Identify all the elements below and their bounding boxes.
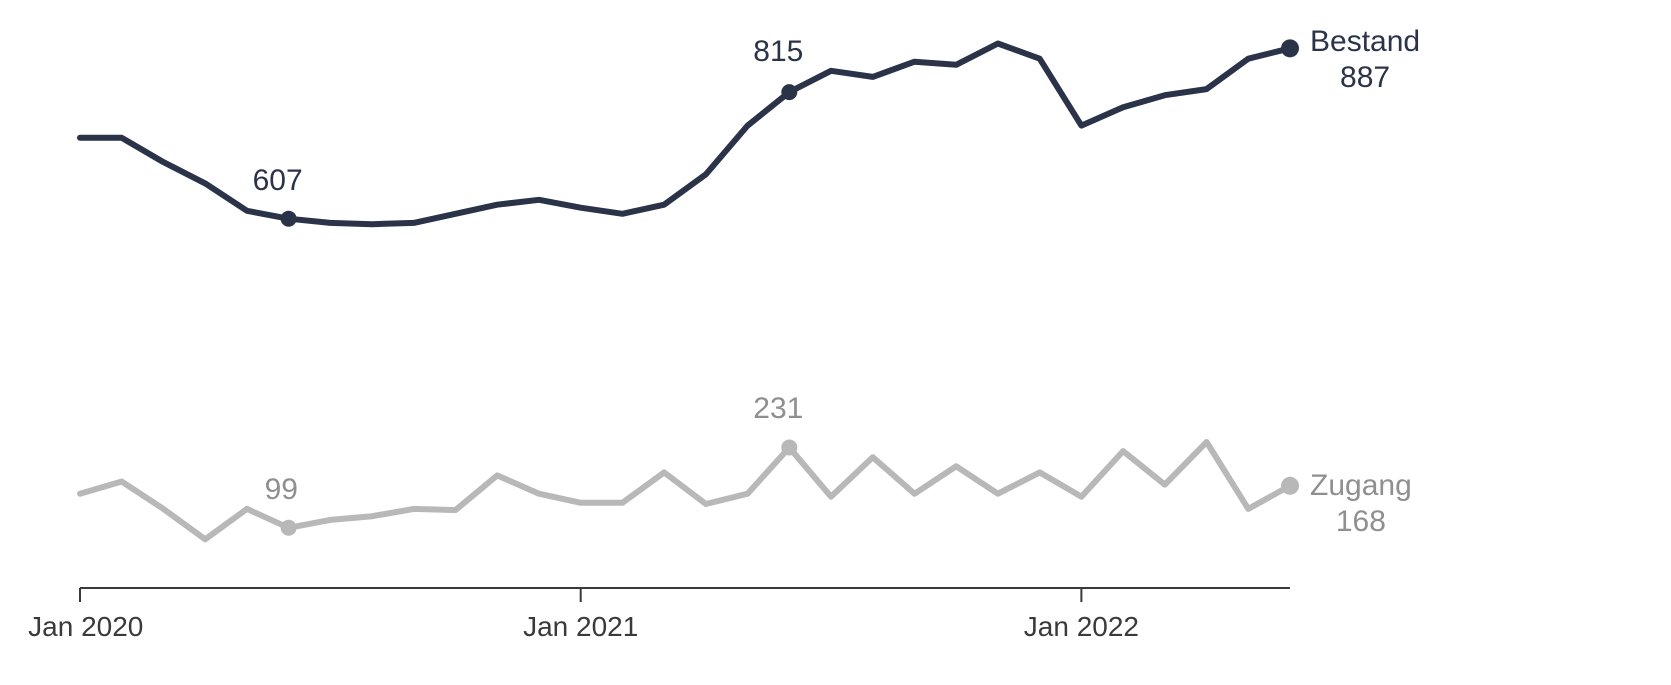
- chart-svg: [0, 0, 1671, 685]
- end-marker-bestand: [1281, 39, 1299, 57]
- x-axis-label: Jan 2022: [1024, 610, 1139, 644]
- x-axis-label: Jan 2021: [523, 610, 638, 644]
- series-line-zugang: [80, 442, 1290, 539]
- series-label-name-zugang: Zugang: [1310, 468, 1412, 504]
- marker-label-zugang: 99: [265, 472, 298, 508]
- marker-label-bestand: 815: [753, 34, 803, 70]
- x-axis-label: Jan 2020: [28, 610, 143, 644]
- series-label-value-zugang: 168: [1310, 504, 1412, 540]
- series-label-bestand: Bestand887: [1310, 24, 1420, 96]
- end-marker-zugang: [1281, 477, 1299, 495]
- marker-label-bestand: 607: [253, 163, 303, 199]
- marker-zugang: [281, 520, 297, 536]
- series-label-name-bestand: Bestand: [1310, 24, 1420, 60]
- line-chart: Jan 2020 Jan 2021 Jan 2022 607 815 Bestand887…: [0, 0, 1671, 685]
- marker-bestand: [781, 84, 797, 100]
- marker-label-zugang: 231: [753, 391, 803, 427]
- marker-zugang: [781, 439, 797, 455]
- series-label-value-bestand: 887: [1310, 60, 1420, 96]
- series-label-zugang: Zugang168: [1310, 468, 1412, 540]
- marker-bestand: [281, 211, 297, 227]
